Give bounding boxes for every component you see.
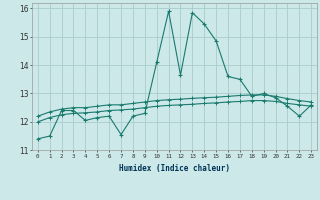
X-axis label: Humidex (Indice chaleur): Humidex (Indice chaleur)	[119, 164, 230, 173]
